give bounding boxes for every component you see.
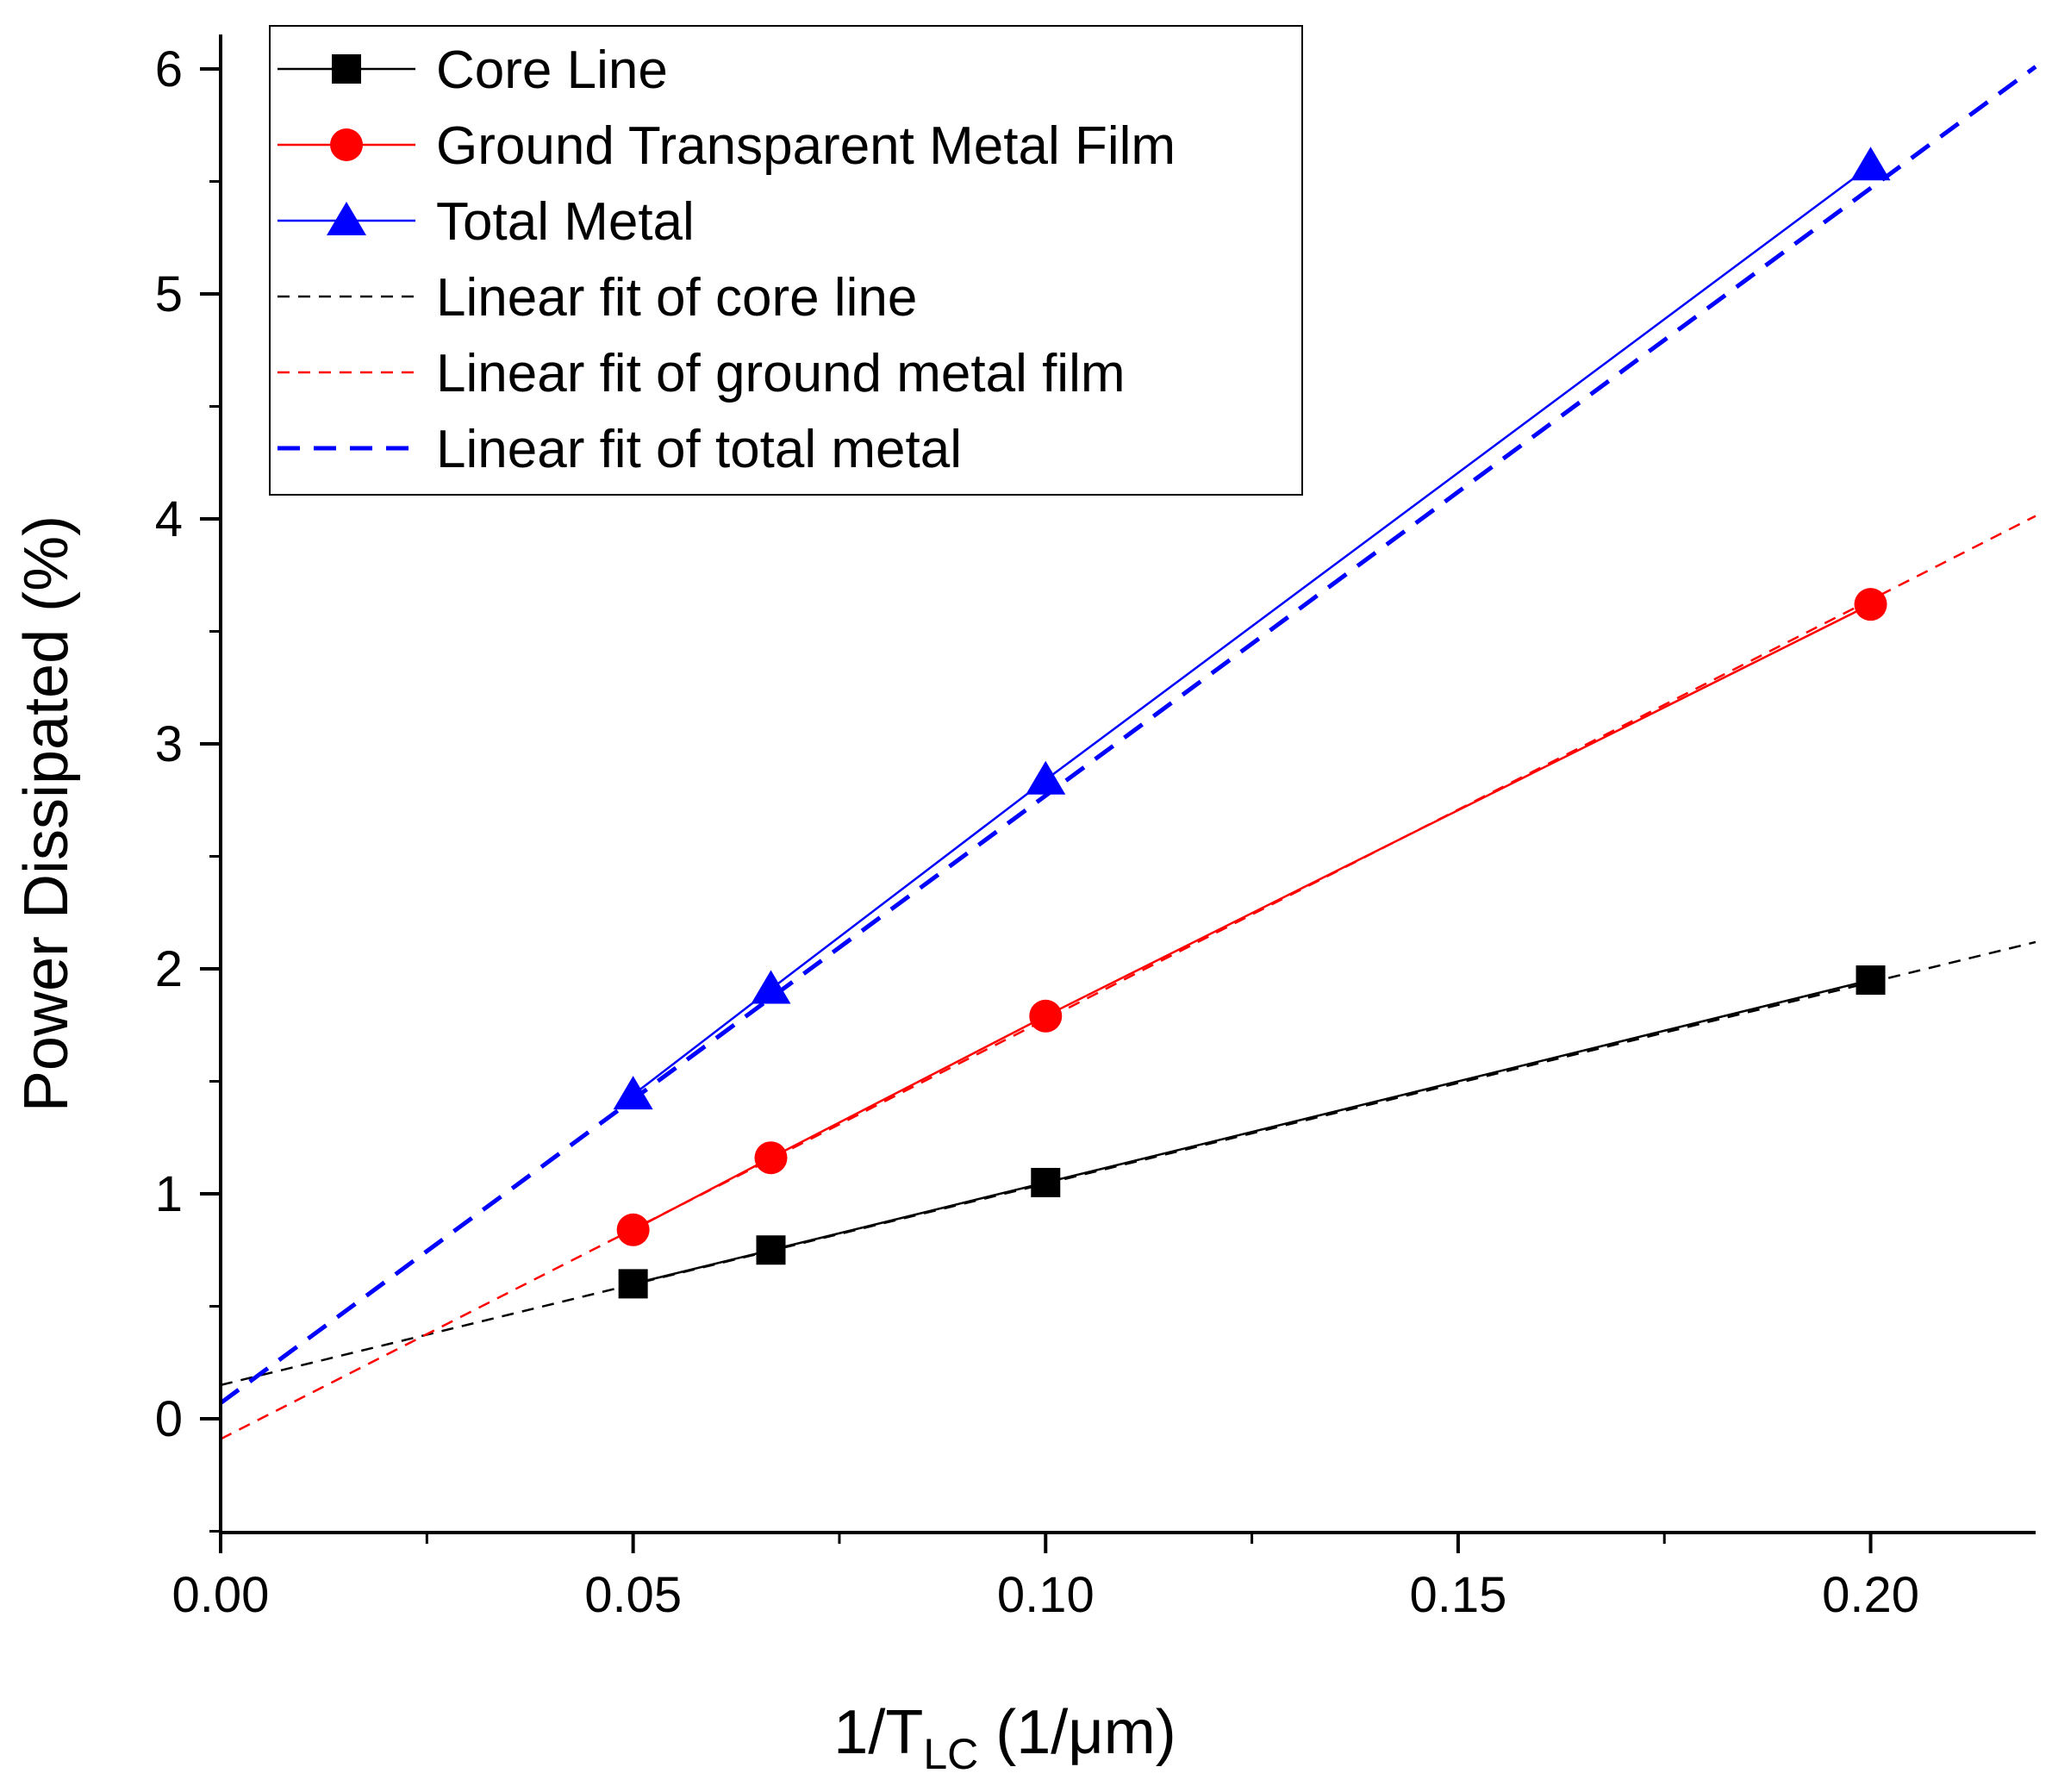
y-tick-label: 1 (155, 1166, 183, 1222)
legend: Core Line Ground Transparent Metal Film To… (269, 25, 1303, 496)
y-tick-label: 6 (155, 41, 183, 97)
fit-lines (219, 65, 2037, 1440)
x-axis-title-subscript: LC (923, 1730, 978, 1778)
ticks: 0 1 2 3 4 5 6 0.00 0.05 0.10 0.15 0.20 (155, 41, 1919, 1623)
data-point-circle-3 (1029, 999, 1063, 1033)
axes (219, 34, 2036, 1534)
fit-line-1 (220, 940, 2036, 1387)
data-point-triangle-4 (1850, 147, 1891, 181)
x-tick-label: 0.05 (584, 1567, 682, 1623)
fit-line-2 (220, 515, 2036, 1440)
series-line-1 (633, 978, 1871, 1285)
series-lines (632, 165, 1872, 1285)
series-markers (613, 147, 1891, 1299)
data-point-square-2 (756, 1235, 786, 1265)
legend-label: Linear fit of total metal (436, 420, 962, 479)
fit-line-3 (219, 65, 2037, 1405)
x-tick-label: 0.15 (1409, 1567, 1506, 1623)
series-line-2 (633, 603, 1872, 1231)
legend-triangle-icon (327, 202, 366, 235)
legend-entry-3: Total Metal (278, 192, 695, 252)
y-tick-label: 0 (155, 1391, 183, 1447)
data-point-square-3 (1031, 1167, 1061, 1197)
legend-label: Ground Transparent Metal Film (436, 116, 1176, 176)
data-point-triangle-3 (1026, 760, 1066, 795)
x-tick-label: 0.20 (1822, 1567, 1919, 1623)
x-tick-label: 0.00 (172, 1567, 270, 1623)
x-axis-title: 1/TLC (1/μm) (833, 1698, 1176, 1778)
legend-square-icon (332, 54, 361, 84)
legend-entry-2: Ground Transparent Metal Film (278, 116, 1176, 176)
legend-circle-icon (330, 128, 363, 161)
legend-label: Linear fit of core line (436, 268, 917, 328)
legend-label: Core Line (436, 41, 668, 100)
data-point-square-4 (1856, 965, 1886, 996)
x-axis-title-unit: (1/μm) (978, 1698, 1176, 1767)
y-tick-label: 5 (155, 266, 183, 322)
series-line-3 (632, 165, 1872, 1096)
data-point-circle-4 (1854, 588, 1887, 621)
data-point-square-1 (618, 1269, 648, 1299)
data-point-circle-2 (754, 1141, 788, 1175)
legend-entry-1: Core Line (278, 41, 668, 100)
data-point-circle-1 (616, 1213, 650, 1246)
data-point-triangle-1 (613, 1076, 653, 1110)
legend-entry-6: Linear fit of total metal (278, 420, 962, 479)
x-axis-title-main: 1/T (833, 1698, 923, 1767)
y-tick-label: 3 (155, 716, 183, 772)
y-tick-label: 2 (155, 941, 183, 997)
legend-box (269, 25, 1303, 496)
legend-label: Linear fit of ground metal film (436, 344, 1126, 403)
legend-label: Total Metal (436, 192, 695, 252)
y-axis-title: Power Dissipated (%) (12, 515, 81, 1112)
legend-entry-5: Linear fit of ground metal film (278, 344, 1126, 403)
x-tick-label: 0.10 (997, 1567, 1095, 1623)
legend-entry-4: Linear fit of core line (278, 268, 917, 328)
y-tick-label: 4 (155, 491, 183, 547)
data-point-triangle-2 (751, 970, 791, 1004)
